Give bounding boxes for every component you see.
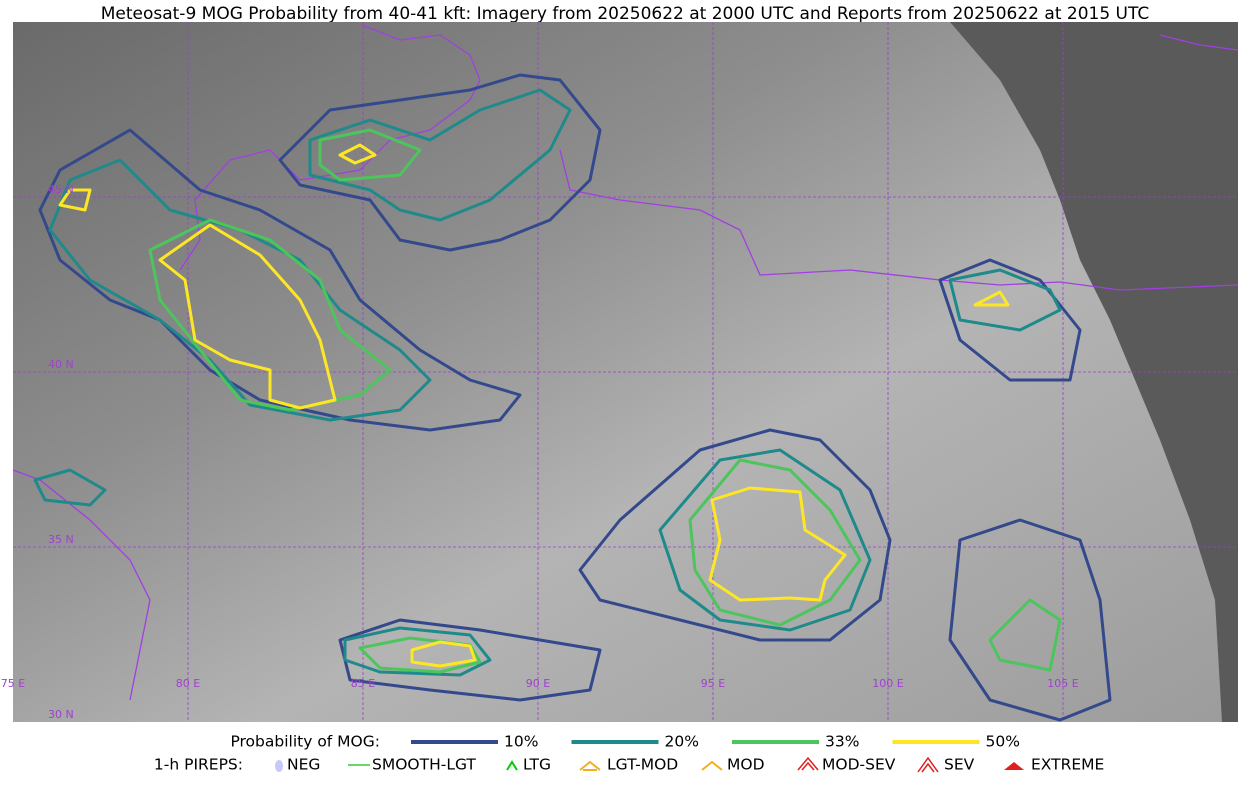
lon-label: 95 E xyxy=(701,677,725,690)
lat-label: 30 N xyxy=(48,708,74,721)
contour-50 xyxy=(973,290,1010,307)
map: 45 N 40 N 35 N 30 N 75 E 80 E 85 E 90 E 95 E 100 … xyxy=(1,22,1239,722)
grid-labels: 45 N 40 N 35 N 30 N 75 E 80 E 85 E 90 E 95 E 100 … xyxy=(1,183,1079,721)
contour-50 xyxy=(410,640,477,668)
contours xyxy=(33,73,1112,722)
contour-20 xyxy=(343,626,492,677)
contour-10 xyxy=(38,128,522,432)
legend-label: 33% xyxy=(825,733,859,751)
pirep-title: 1-h PIREPS: xyxy=(154,756,243,774)
lon-label: 85 E xyxy=(351,677,375,690)
pirep-label: LTG xyxy=(523,756,551,774)
lon-label: 75 E xyxy=(1,677,25,690)
graticule xyxy=(13,22,1238,722)
pirep-icon xyxy=(579,760,601,771)
contour-33 xyxy=(318,128,422,182)
contour-50 xyxy=(708,486,847,602)
contour-50 xyxy=(338,143,377,165)
lat-label: 45 N xyxy=(48,183,74,196)
contour-20 xyxy=(33,468,107,507)
legend: Probability of MOG: 10% 20% 33% 50% xyxy=(230,733,1020,751)
pirep-label: LGT-MOD xyxy=(607,756,678,774)
pirep-label: EXTREME xyxy=(1031,756,1104,774)
contour-10 xyxy=(338,618,602,702)
pirep-icon xyxy=(701,760,723,771)
legend-title: Probability of MOG: xyxy=(230,733,380,751)
legend-label: 50% xyxy=(986,733,1020,751)
pirep-label: SEV xyxy=(944,756,975,774)
pirep-legend: 1-h PIREPS: NEG SMOOTH-LGT LTG LGT-MOD MOD MO… xyxy=(154,756,1104,774)
contour-50 xyxy=(58,188,92,212)
pirep-label: NEG xyxy=(287,756,320,774)
contour-20 xyxy=(308,88,572,222)
contour-10 xyxy=(938,258,1082,382)
contour-20 xyxy=(658,448,872,632)
pirep-label: MOD xyxy=(727,756,765,774)
lon-label: 100 E xyxy=(872,677,903,690)
lon-label: 105 E xyxy=(1047,677,1078,690)
legend-label: 10% xyxy=(504,733,538,751)
contour-10 xyxy=(578,428,892,642)
lat-label: 40 N xyxy=(48,358,74,371)
pirep-label: MOD-SEV xyxy=(822,756,896,774)
contour-33 xyxy=(688,458,862,627)
contour-20 xyxy=(48,158,432,422)
pirep-icon xyxy=(917,756,939,773)
lon-label: 90 E xyxy=(526,677,550,690)
contour-10 xyxy=(948,518,1112,722)
contour-33 xyxy=(148,218,392,412)
title: Meteosat-9 MOG Probability from 40-41 kf… xyxy=(101,4,1150,24)
lat-label: 35 N xyxy=(48,533,74,546)
contour-20 xyxy=(948,268,1062,332)
contour-10 xyxy=(278,73,602,252)
contour-33 xyxy=(988,598,1062,672)
pirep-icon xyxy=(275,760,283,772)
pirep-icon xyxy=(506,760,518,771)
legend-label: 20% xyxy=(665,733,699,751)
pirep-label: SMOOTH-LGT xyxy=(372,756,476,774)
lon-label: 80 E xyxy=(176,677,200,690)
pirep-icon xyxy=(797,756,819,771)
contour-33 xyxy=(358,636,482,674)
contour-50 xyxy=(158,223,337,410)
pirep-icon xyxy=(1004,762,1024,770)
